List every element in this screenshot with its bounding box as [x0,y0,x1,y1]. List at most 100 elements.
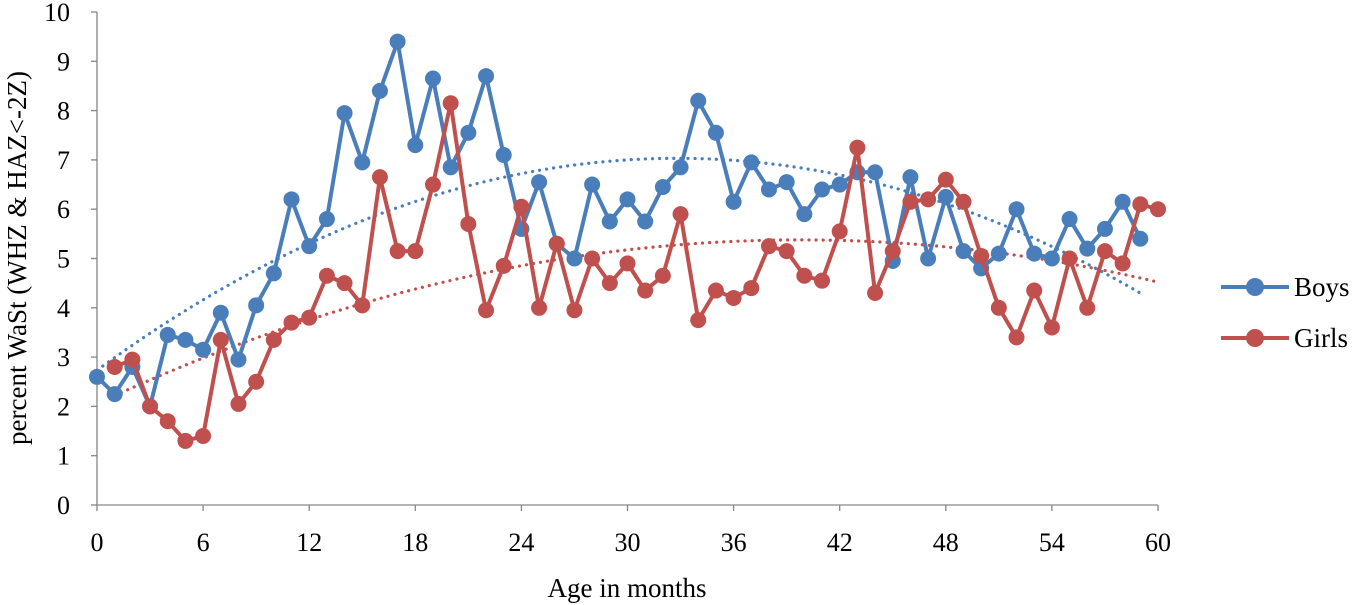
girls-point [195,427,212,444]
boys-point [743,154,760,171]
boys-point [89,368,105,385]
girls-point [336,275,353,292]
y-tick-label: 2 [57,392,70,421]
boys-point [1026,245,1043,262]
x-tick-label: 6 [197,528,210,557]
boys-series [89,33,1149,415]
girls-point [725,289,742,306]
girls-point [1043,319,1060,336]
boys-point [1043,250,1060,267]
boys-point [177,331,194,348]
legend-label: Boys [1294,272,1350,302]
girls-point [212,331,229,348]
girls-point [142,398,159,415]
boys-point [796,206,813,223]
boys-point [937,188,954,205]
girls-point [920,191,937,208]
legend-item-boys: Boys [1221,272,1350,302]
boys-point [1114,193,1131,210]
girls-point [1079,299,1096,316]
boys-point [230,351,247,368]
boys-point [371,82,388,99]
legend-swatch-marker [1246,329,1264,347]
girls-point [177,432,194,449]
boys-point [990,245,1007,262]
legend-item-girls: Girls [1221,323,1348,353]
girls-point [884,243,901,260]
boys-point [601,213,618,230]
girls-point [654,267,671,284]
y-tick-label: 10 [44,0,70,27]
y-tick-label: 6 [57,195,70,224]
boys-point [354,154,371,171]
girls-point [1061,250,1078,267]
girls-point [124,351,141,368]
boys-point [318,211,335,228]
boys-point [460,124,477,141]
girls-point [760,238,777,255]
girls-point [637,282,654,299]
boys-point [407,137,424,154]
girls-point [672,206,689,223]
boys-point [566,250,583,267]
boys-point [831,176,848,193]
boys-point [442,159,459,176]
x-tick-label: 48 [933,528,959,557]
boys-point [707,124,724,141]
girls-point [159,413,176,430]
boys-point [248,297,265,314]
girls-point [531,299,548,316]
x-tick-label: 0 [91,528,104,557]
legend-label: Girls [1294,323,1348,353]
girls-point [743,280,760,297]
girls-point [424,176,441,193]
boys-point [106,386,123,403]
girls-series [106,95,1166,449]
x-tick-label: 60 [1145,528,1171,557]
girls-point [1132,196,1149,213]
boys-point [637,213,654,230]
x-axis-title: Age in months [548,573,707,603]
boys-point [902,169,919,186]
girls-point [778,243,795,260]
boys-point [654,179,671,196]
girls-point [955,193,972,210]
girls-point [371,169,388,186]
girls-point [814,272,831,289]
girls-point [460,215,477,232]
boys-point [760,181,777,198]
boys-point [1079,240,1096,257]
boys-point [672,159,689,176]
girls-point [831,223,848,240]
boys-point [814,181,831,198]
girls-point [318,267,335,284]
girls-point [1026,282,1043,299]
boys-point [584,176,601,193]
boys-point [283,191,300,208]
girls-point [248,373,265,390]
girls-point [354,297,371,314]
girls-point [937,171,954,188]
girls-point [283,314,300,331]
boys-point [389,33,406,50]
girls-point [1096,243,1113,260]
legend-swatch-marker [1246,278,1264,296]
boys-point [531,174,548,191]
girls-point [566,302,583,319]
girls-point [796,267,813,284]
girls-point [513,198,530,215]
boys-point [301,238,318,255]
boys-point [690,92,707,109]
girls-point [548,235,565,252]
girls-point [106,358,123,375]
boys-point [195,341,212,358]
boys-point [955,243,972,260]
girls-point [265,331,282,348]
boys-point [778,174,795,191]
girls-point [973,248,990,265]
boys-point [424,70,441,87]
girls-point [849,139,866,156]
girls-point [601,275,618,292]
girls-point [478,302,495,319]
